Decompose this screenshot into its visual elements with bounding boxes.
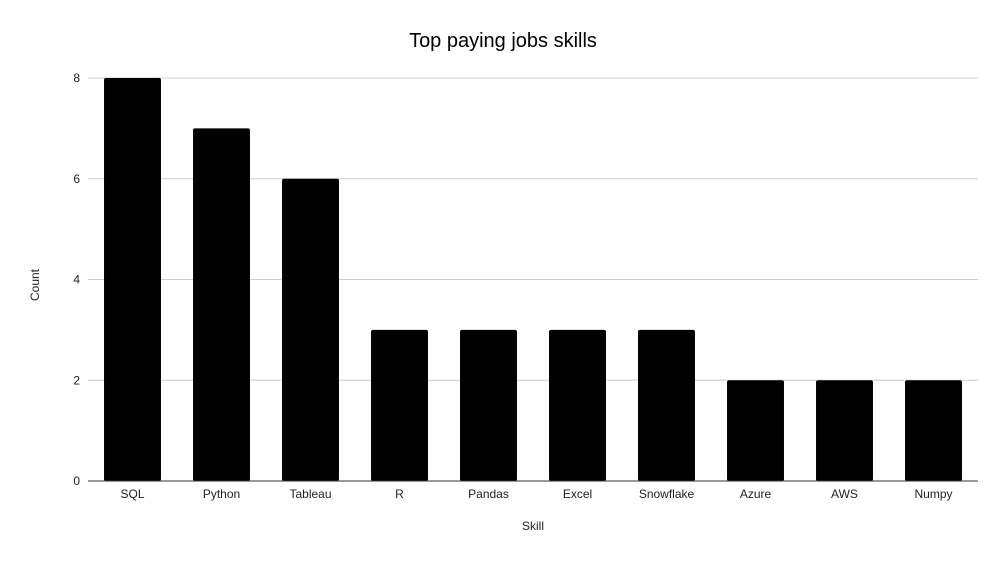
x-axis-label: Skill — [522, 519, 544, 533]
bars — [104, 78, 962, 481]
y-tick-label: 8 — [73, 71, 80, 85]
bar-python — [193, 128, 250, 481]
x-tick-label: AWS — [831, 487, 858, 501]
chart-title: Top paying jobs skills — [409, 30, 597, 52]
bar-azure — [727, 380, 784, 481]
y-tick-label: 6 — [73, 172, 80, 186]
y-tick-label: 2 — [73, 373, 80, 387]
y-axis-ticks: 0 2 4 6 8 — [73, 71, 80, 488]
x-tick-label: Python — [203, 487, 240, 501]
x-axis-ticks: SQL Python Tableau R Pandas Excel Snowflake Azu… — [120, 487, 952, 501]
x-tick-label: Snowflake — [639, 487, 695, 501]
bar-aws — [816, 380, 873, 481]
x-tick-label: Numpy — [914, 487, 952, 501]
x-tick-label: R — [395, 487, 404, 501]
bar-tableau — [282, 178, 339, 481]
x-tick-label: Tableau — [289, 487, 331, 501]
bar-r — [371, 329, 428, 481]
y-tick-label: 0 — [73, 474, 80, 488]
x-tick-label: Pandas — [468, 487, 509, 501]
x-tick-label: Excel — [563, 487, 592, 501]
bar-numpy — [905, 380, 962, 481]
y-axis-label: Count — [28, 268, 42, 301]
bar-excel — [549, 329, 606, 481]
bar-snowflake — [638, 329, 695, 481]
x-tick-label: Azure — [740, 487, 772, 501]
bar-pandas — [460, 329, 517, 481]
y-tick-label: 4 — [73, 273, 80, 287]
x-tick-label: SQL — [120, 487, 144, 501]
bar-sql — [104, 78, 161, 481]
